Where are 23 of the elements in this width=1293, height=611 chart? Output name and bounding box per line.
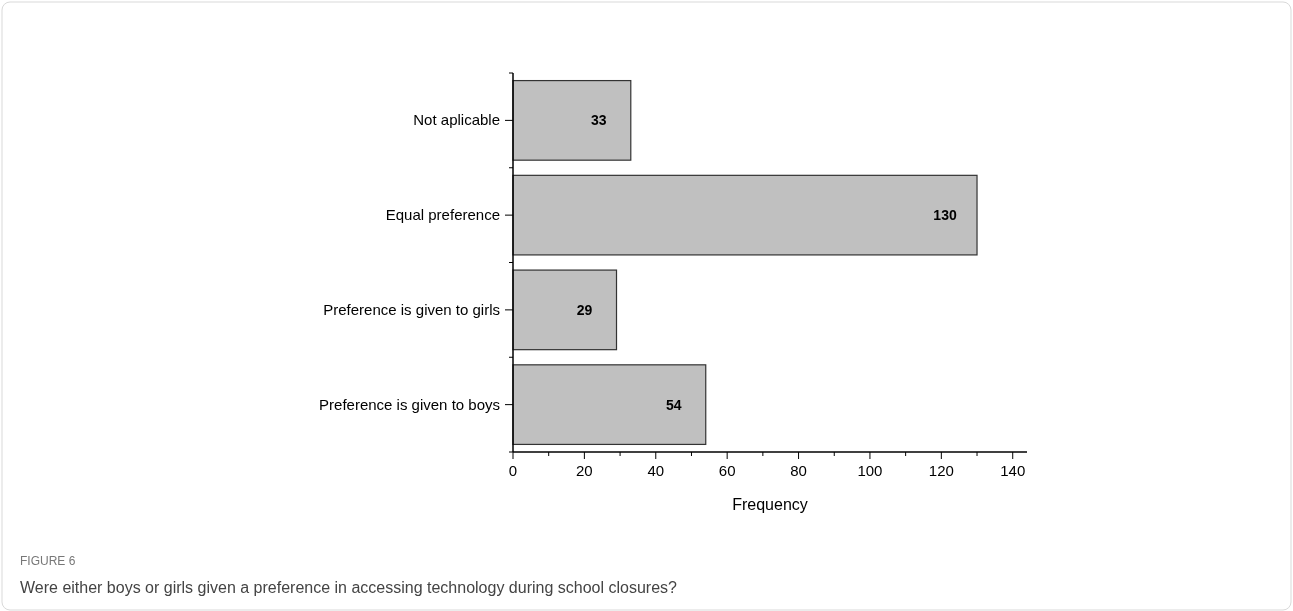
text: Were either boys or girls given a preference in accessing technology during school closures? [20,579,678,596]
y-tick-label: Not aplicable [413,111,500,129]
bar [512,79,632,161]
caption: FIGURE 6 [20,554,76,568]
bar [512,174,978,256]
y-tick-label: Equal preference [385,206,500,224]
x-tick-label: 80 [790,462,807,479]
x-tick-label: 60 [718,462,736,479]
x-tick-label: 140 [1000,462,1026,479]
x-axis-title: Frequency [732,496,808,513]
x-tick-label: 40 [647,462,665,479]
x-tick-label: 100 [857,462,883,479]
x-tick-label: 120 [928,462,954,479]
bar [512,364,707,446]
bar [512,269,618,351]
data-label: 33 [591,112,607,129]
y-tick-label: Preference is given to girls [323,300,500,318]
data-label: 29 [576,301,593,318]
x-tick-label: 20 [576,462,593,479]
y-tick-label: Preference is given to boys [319,395,500,413]
data-label: 54 [665,396,682,413]
data-label: 130 [933,207,957,224]
x-tick-label: 0 [508,462,518,479]
